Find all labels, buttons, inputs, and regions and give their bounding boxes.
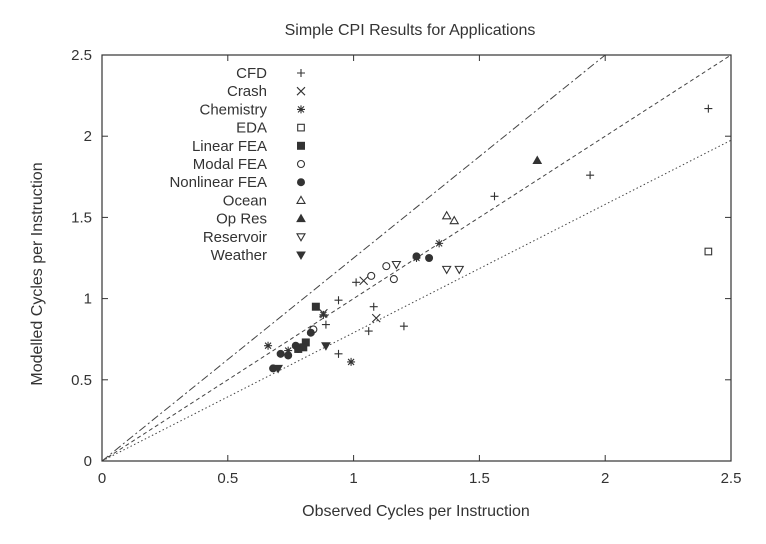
data-point bbox=[367, 271, 376, 280]
data-point bbox=[284, 351, 293, 360]
legend-marker bbox=[296, 213, 306, 223]
data-point bbox=[352, 278, 361, 287]
data-point bbox=[425, 254, 434, 262]
data-point bbox=[319, 310, 328, 319]
legend-label: Crash bbox=[227, 83, 267, 100]
legend-label: EDA bbox=[236, 120, 267, 137]
plot-border bbox=[101, 54, 732, 462]
legend-label: CFD bbox=[236, 65, 267, 82]
data-point bbox=[382, 262, 391, 271]
legend-label: Chemistry bbox=[199, 101, 267, 118]
x-tick-label: 2 bbox=[601, 470, 609, 487]
data-point bbox=[532, 155, 543, 165]
data-point bbox=[334, 349, 343, 358]
reference-line-dash-dot bbox=[101, 54, 606, 462]
reference-line-dotted bbox=[101, 139, 732, 462]
data-point bbox=[276, 349, 285, 358]
legend-label: Modal FEA bbox=[193, 156, 267, 173]
data-point bbox=[321, 342, 331, 351]
x-axis-title: Observed Cycles per Instruction bbox=[302, 503, 530, 520]
data-points bbox=[264, 104, 713, 374]
data-point bbox=[586, 171, 595, 180]
legend-marker bbox=[296, 233, 306, 242]
data-point bbox=[371, 313, 381, 323]
plot-frame bbox=[101, 54, 732, 462]
y-axis-title: Modelled Cycles per Instruction bbox=[29, 162, 46, 385]
legend-marker bbox=[297, 141, 305, 150]
data-point bbox=[306, 328, 315, 337]
data-point bbox=[412, 252, 421, 261]
data-point bbox=[389, 275, 398, 284]
data-point bbox=[369, 302, 378, 311]
data-point bbox=[449, 215, 460, 225]
x-tick-label: 1 bbox=[349, 470, 357, 487]
legend-marker bbox=[296, 159, 306, 169]
legend-marker bbox=[296, 86, 306, 96]
legend-marker bbox=[297, 69, 305, 77]
data-point bbox=[454, 265, 465, 275]
data-point bbox=[490, 192, 499, 201]
legend-label: Weather bbox=[211, 247, 267, 264]
y-axis-ticks: 0 0.5 1 1.5 2 2.5 bbox=[71, 47, 731, 470]
data-point bbox=[399, 322, 408, 331]
x-tick-label: 0.5 bbox=[217, 470, 238, 487]
legend-label: Op Res bbox=[216, 211, 267, 228]
legend-label: Nonlinear FEA bbox=[169, 174, 267, 191]
data-point bbox=[704, 247, 713, 256]
data-point bbox=[391, 260, 402, 270]
legend-marker bbox=[296, 195, 306, 204]
y-tick-label: 0.5 bbox=[71, 372, 92, 389]
legend-label: Linear FEA bbox=[192, 138, 267, 155]
y-tick-label: 0 bbox=[84, 453, 92, 470]
y-tick-label: 2 bbox=[84, 128, 92, 145]
data-point bbox=[334, 296, 343, 305]
x-axis-ticks: 0 0.5 1 1.5 2 2.5 bbox=[98, 55, 742, 487]
data-point bbox=[704, 104, 713, 113]
data-point bbox=[347, 357, 356, 366]
chart-title: Simple CPI Results for Applications bbox=[285, 22, 536, 39]
data-point bbox=[364, 327, 373, 336]
legend-marker bbox=[297, 105, 305, 114]
data-point bbox=[435, 239, 444, 248]
data-point bbox=[311, 302, 320, 311]
data-point bbox=[273, 364, 283, 374]
legend-label: Reservoir bbox=[203, 229, 267, 246]
data-point bbox=[294, 344, 303, 353]
data-point bbox=[264, 341, 273, 350]
legend-marker bbox=[296, 251, 306, 261]
data-point bbox=[359, 276, 369, 286]
data-point bbox=[441, 210, 452, 220]
y-tick-label: 2.5 bbox=[71, 47, 92, 64]
x-tick-label: 2.5 bbox=[721, 470, 742, 487]
y-tick-label: 1 bbox=[84, 291, 92, 308]
data-point bbox=[321, 320, 330, 329]
x-tick-label: 0 bbox=[98, 470, 106, 487]
data-point bbox=[284, 346, 293, 355]
data-point bbox=[441, 265, 452, 275]
legend-marker bbox=[297, 123, 305, 132]
y-tick-label: 1.5 bbox=[71, 209, 92, 226]
legend-label: Ocean bbox=[223, 192, 267, 209]
x-tick-label: 1.5 bbox=[469, 470, 490, 487]
legend-marker bbox=[297, 178, 305, 187]
